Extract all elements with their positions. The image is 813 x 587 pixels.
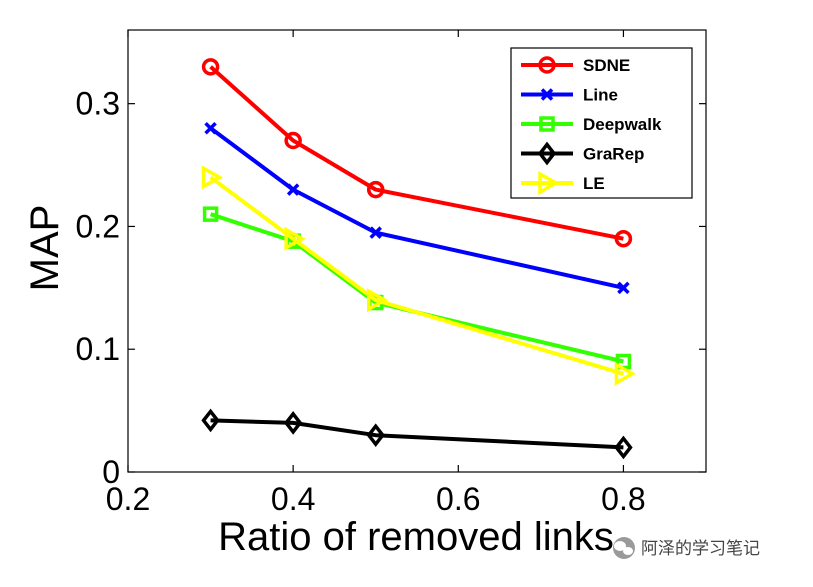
data-point bbox=[538, 56, 556, 74]
data-point bbox=[614, 229, 633, 248]
data-point bbox=[537, 141, 557, 166]
y-axis-label: MAP bbox=[23, 205, 67, 292]
watermark: 阿泽的学习笔记 bbox=[613, 537, 760, 559]
x-tick-label: 0.4 bbox=[271, 481, 315, 517]
data-point bbox=[617, 281, 630, 295]
y-tick-label: 0.3 bbox=[76, 86, 120, 122]
wechat-icon bbox=[613, 537, 635, 559]
legend-label: Deepwalk bbox=[583, 115, 662, 134]
series-le bbox=[201, 165, 636, 386]
series-line bbox=[209, 65, 624, 241]
x-axis-label: Ratio of removed links bbox=[218, 515, 614, 559]
legend-label: LE bbox=[583, 174, 605, 193]
y-tick-label: 0.1 bbox=[76, 331, 120, 367]
series-line bbox=[209, 175, 624, 376]
data-point bbox=[369, 226, 382, 239]
legend-label: GraRep bbox=[583, 145, 644, 164]
series-line bbox=[209, 212, 624, 364]
series-grarep bbox=[201, 408, 633, 460]
data-point bbox=[201, 58, 220, 76]
data-point bbox=[204, 121, 217, 135]
legend-item: Deepwalk bbox=[521, 115, 662, 134]
data-point bbox=[539, 116, 555, 132]
legend-item: LE bbox=[521, 171, 605, 195]
data-point bbox=[540, 88, 554, 101]
x-tick-label: 0.6 bbox=[436, 481, 480, 517]
watermark-text: 阿泽的学习笔记 bbox=[641, 539, 760, 559]
data-point bbox=[202, 206, 219, 222]
data-point bbox=[283, 411, 303, 435]
data-point bbox=[284, 131, 302, 150]
y-tick-label: 0 bbox=[102, 454, 120, 490]
data-point bbox=[366, 288, 389, 313]
legend-item: SDNE bbox=[521, 56, 630, 75]
data-point bbox=[201, 408, 220, 433]
series-line bbox=[204, 121, 630, 295]
data-point bbox=[614, 361, 636, 386]
legend-item: Line bbox=[521, 86, 618, 105]
data-point bbox=[366, 423, 385, 448]
legend-item: GraRep bbox=[521, 141, 644, 166]
x-tick-label: 0.8 bbox=[601, 481, 645, 517]
data-point bbox=[614, 435, 633, 460]
data-point bbox=[201, 165, 224, 190]
x-tick-label: 0.2 bbox=[106, 481, 150, 517]
series-sdne bbox=[201, 58, 633, 248]
series-line bbox=[209, 126, 624, 290]
data-point bbox=[284, 226, 306, 251]
legend-label: Line bbox=[583, 86, 618, 105]
data-point bbox=[538, 171, 560, 195]
series-line bbox=[210, 418, 624, 450]
y-tick-label: 0.2 bbox=[76, 208, 120, 244]
data-point bbox=[366, 180, 385, 199]
legend-label: SDNE bbox=[583, 56, 630, 75]
data-point bbox=[286, 183, 300, 196]
